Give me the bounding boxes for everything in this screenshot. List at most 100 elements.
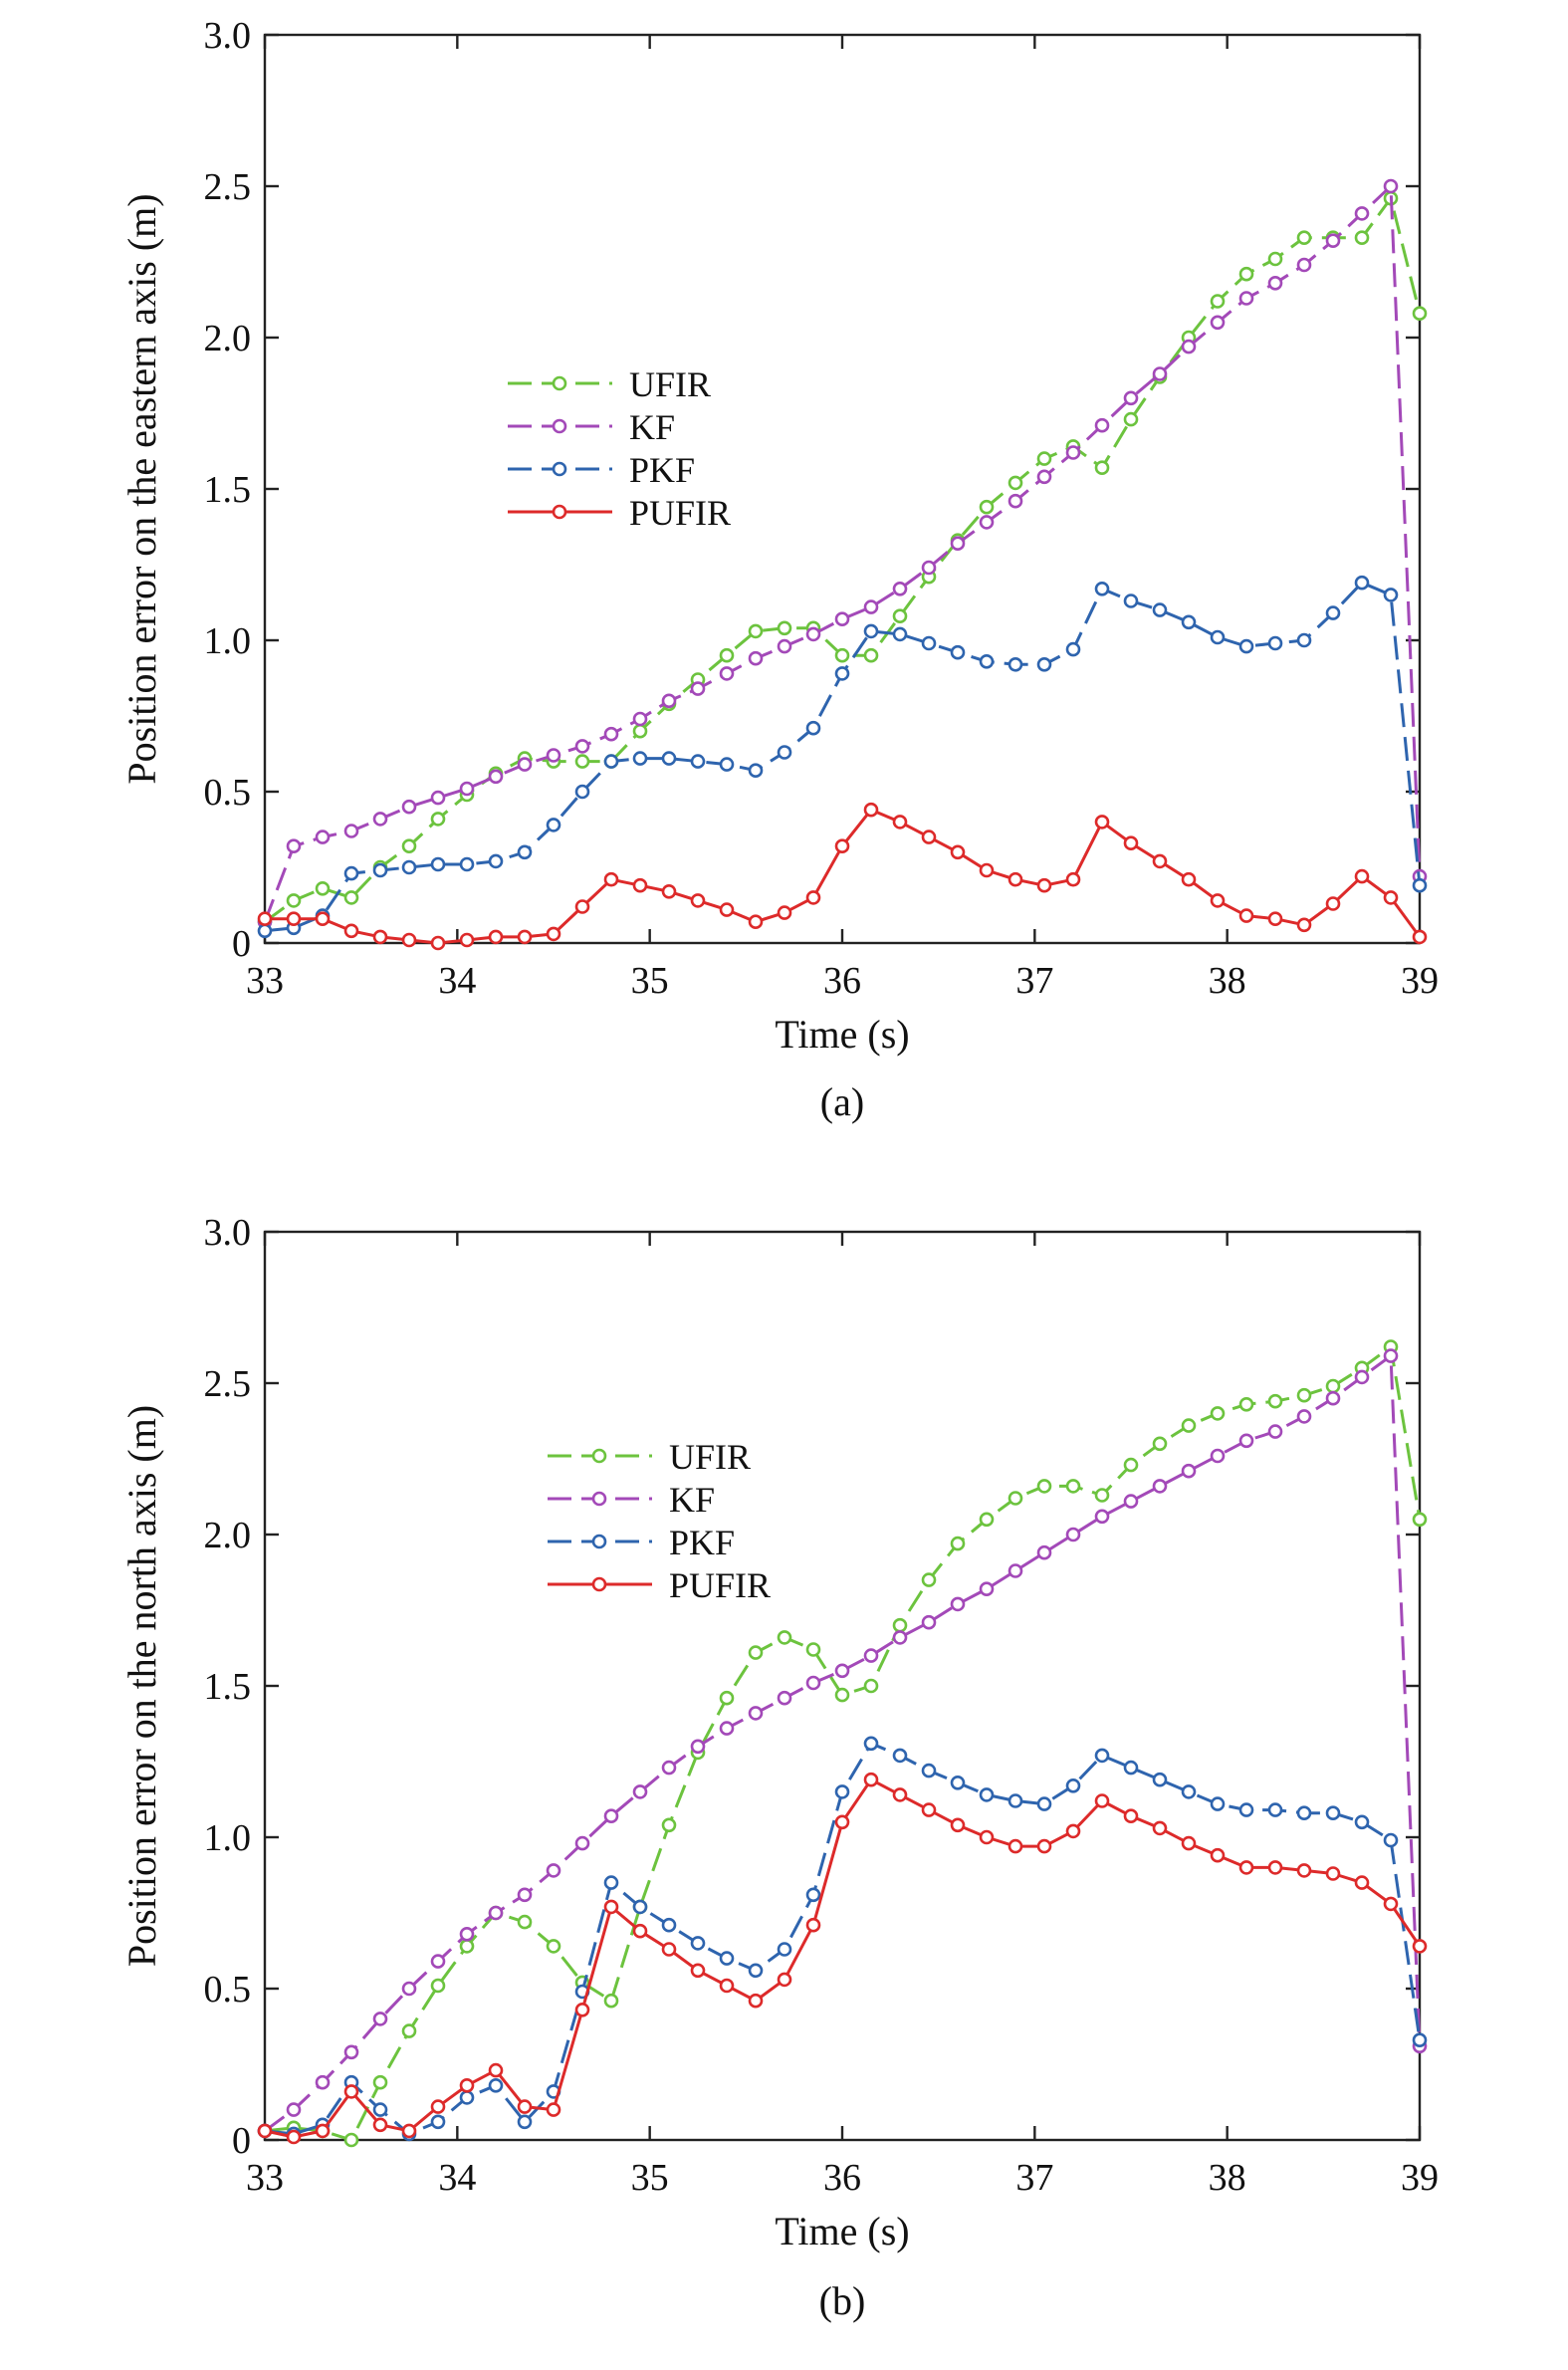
legend-marker-kf [593, 1493, 605, 1505]
series-pufir-point [981, 864, 993, 876]
series-ufir-point [1414, 1514, 1426, 1526]
series-ufir-point [461, 1940, 473, 1952]
series-pufir-point [894, 1788, 906, 1800]
series-pufir-point [779, 907, 790, 919]
series-kf-point [432, 792, 444, 804]
series-pkf-point [923, 1765, 935, 1777]
series-ufir [259, 1341, 1426, 2147]
legend-marker-pkf [593, 1536, 605, 1547]
series-pkf-point [345, 867, 357, 879]
series-ufir-point [1240, 268, 1252, 280]
series-pkf-point [605, 756, 617, 768]
series-ufir-point [779, 622, 790, 634]
legend-label-pkf: PKF [629, 450, 695, 490]
series-kf-point [345, 2046, 357, 2058]
series-kf-point [1240, 1435, 1252, 1447]
series-kf-point [865, 601, 877, 613]
series-pkf-point [374, 2104, 386, 2116]
series-kf-point [1009, 495, 1021, 507]
series-pkf-point [1067, 643, 1079, 655]
series-kf-point [403, 801, 415, 813]
series-pufir-point [1183, 1837, 1195, 1849]
series-kf-point [374, 813, 386, 825]
series-pkf-point [1125, 1762, 1137, 1774]
series-pkf-point [1067, 1779, 1079, 1791]
series-ufir-point [403, 2025, 415, 2037]
series-pkf-point [807, 722, 819, 734]
series-pkf-point [750, 1965, 762, 1977]
series-pkf-point [1125, 595, 1137, 607]
series-pkf-point [374, 864, 386, 876]
series-pufir-point [836, 1816, 848, 1828]
series-kf-point [663, 695, 675, 707]
series-pkf-point [894, 628, 906, 640]
series-pufir-point [952, 1819, 964, 1831]
series-kf-point [519, 759, 531, 771]
series-kf-point [605, 1810, 617, 1822]
legend-marker-ufir [554, 377, 565, 389]
series-ufir-point [432, 1980, 444, 1992]
series-ufir-point [519, 1916, 531, 1928]
series-kf-point [1385, 180, 1397, 192]
series-ufir-point [1298, 232, 1310, 244]
series-pufir-point [1009, 873, 1021, 885]
y-tick-label: 2.5 [204, 1363, 252, 1405]
legend-label-kf: KF [669, 1480, 715, 1520]
series-pufir-point [1298, 1864, 1310, 1876]
series-ufir-point [1298, 1389, 1310, 1401]
series-pufir-point [1125, 1810, 1137, 1822]
series-pkf-point [634, 753, 646, 765]
figure: 00.51.01.52.02.53.033343536373839Time (s… [0, 0, 1568, 2370]
series-pufir-point [403, 2125, 415, 2137]
series-pufir-point [461, 934, 473, 946]
series-pufir-point [1240, 1861, 1252, 1873]
series-pufir-point [663, 885, 675, 897]
series-kf-point [576, 740, 588, 752]
series-pufir-point [952, 846, 964, 858]
series-pkf-point [1385, 1834, 1397, 1846]
legend: UFIRKFPKFPUFIR [548, 1437, 771, 1605]
series-pufir-point [750, 916, 762, 928]
x-axis-label: Time (s) [775, 1012, 909, 1057]
series-pufir-point [576, 901, 588, 913]
series-pkf-point [461, 2091, 473, 2103]
series-pkf-point [1269, 637, 1281, 649]
series-pkf-point [490, 855, 502, 867]
series-ufir-point [1269, 1395, 1281, 1407]
series-ufir-point [1125, 413, 1137, 425]
series-pufir-point [865, 1774, 877, 1785]
series-pufir-point [259, 913, 271, 925]
series-ufir-point [1038, 1480, 1050, 1492]
legend-label-pufir: PUFIR [669, 1565, 771, 1605]
series-ufir-point [605, 1995, 617, 2007]
series-pufir-point [1212, 894, 1224, 906]
series-kf-point [894, 1631, 906, 1643]
series-pkf-point [1385, 589, 1397, 600]
series-pufir-point [1327, 898, 1339, 910]
series-ufir-point [1067, 1480, 1079, 1492]
series-ufir-point [1009, 477, 1021, 489]
series-ufir-point [548, 1940, 560, 1952]
series-ufir-point [923, 1574, 935, 1586]
series-pufir-line [265, 810, 1420, 943]
series-pkf-point [865, 1738, 877, 1750]
series-pkf-point [1212, 1798, 1224, 1810]
series-pkf-point [1356, 577, 1368, 589]
series-pkf-point [779, 747, 790, 759]
x-tick-label: 37 [1015, 960, 1053, 1002]
series-kf-point [923, 1616, 935, 1628]
y-tick-label: 0.5 [204, 772, 252, 814]
series-kf-point [317, 831, 329, 843]
series-kf [259, 1350, 1426, 2137]
series-pkf-point [1269, 1804, 1281, 1816]
series-kf-point [345, 826, 357, 837]
series-pufir-point [1414, 931, 1426, 943]
series-pufir-point [317, 913, 329, 925]
series-ufir-point [1212, 296, 1224, 308]
series-pkf-point [1183, 1785, 1195, 1797]
series-kf-point [490, 1907, 502, 1919]
series-pufir-point [1212, 1849, 1224, 1861]
series-ufir-point [1096, 1490, 1108, 1502]
series-ufir-point [317, 882, 329, 894]
series-pufir-point [490, 931, 502, 943]
